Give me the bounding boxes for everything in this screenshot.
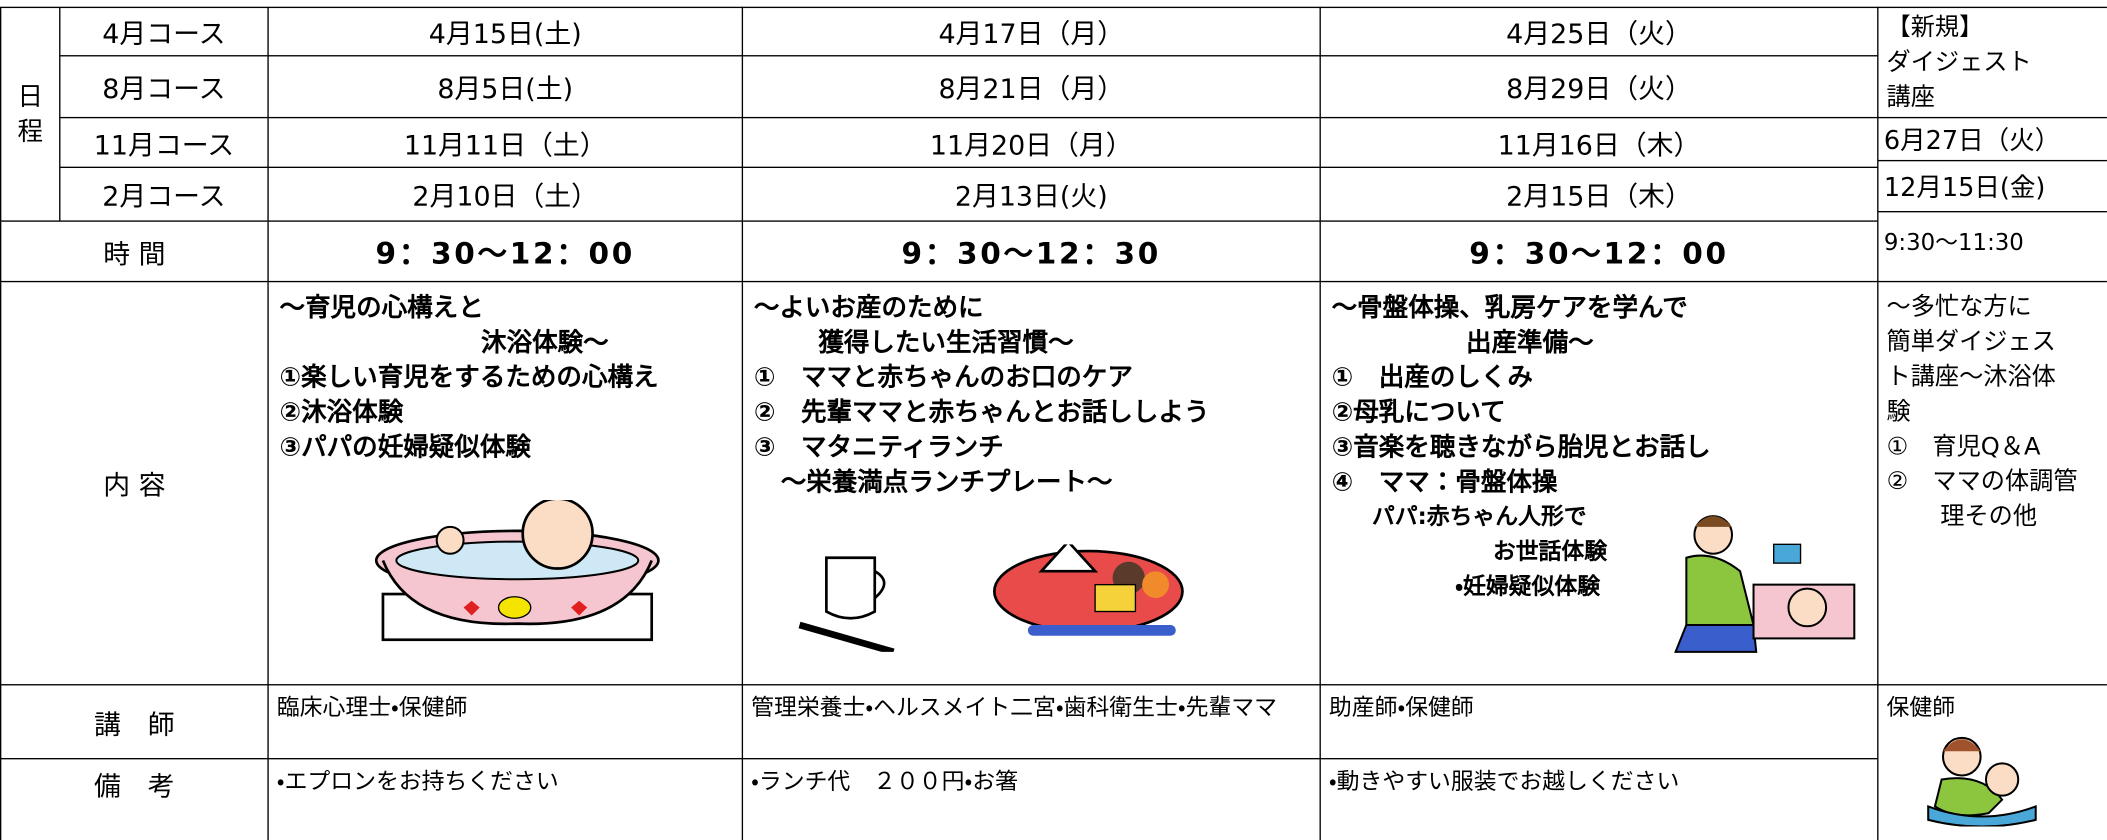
content-line: 沐浴体験～ [481,327,609,358]
content-label: 内 容 [0,282,269,686]
father-illustration [1674,515,1856,653]
digest-content: ～多忙な方に 簡単ダイジェス ト講座～沐浴体 験 ① 育児Q＆A ② ママの体調… [1878,282,2107,686]
digest-title-line: 【新規】 [1886,13,1984,42]
content-line: ①楽しい育児をするための心構え [279,362,659,393]
content-line: ② 先輩ママと赤ちゃんとお話ししよう [753,397,1210,428]
note: ・エプロンをお持ちください [269,759,744,840]
lecturer-text: 管理栄養士・ヘルスメイト二宮・歯科衛生士・先輩ママ [751,694,1277,722]
date: 8月21日（月） [743,56,1321,119]
content-line: ③ マタニティランチ [753,432,1004,463]
time: 9：30～12：00 [268,221,744,283]
time: 9：30～12：30 [743,221,1321,283]
note: ・動きやすい服装でお越しください [1321,759,1879,840]
digest-title-line: 講座 [1886,83,1935,112]
content-line: ① ママと赤ちゃんのお口のケア [753,362,1133,393]
content-line: ②沐浴体験 [279,397,404,428]
time: 9：30～12：00 [1320,221,1879,283]
time-label: 時 間 [0,221,269,283]
content-line: ④ ママ：骨盤体操 [1331,467,1558,498]
date: 4月17日（月） [743,6,1321,57]
content-line: ～よいお産のために [753,292,984,323]
notes-label: 備 考 [0,759,269,840]
content-line: ～多忙な方に [1886,292,2032,322]
content-line: ・妊婦疑似体験 [1455,573,1601,601]
content-line: 験 [1886,397,1911,427]
content-line: お世話体験 [1492,538,1608,566]
content-line: 理その他 [1940,502,2038,531]
content-line: 出産準備～ [1465,327,1594,358]
bath-illustration [374,499,660,642]
content-line: ② ママの体調管 [1886,467,2078,496]
lecturer: 助産師・保健師 [1320,685,1879,760]
note-text: ・動きやすい服装でお越しください [1328,768,1680,796]
content-line: ③音楽を聴きながら胎児とお話し [1331,432,1711,463]
date: 2月15日（木） [1320,168,1879,222]
lecturer: 管理栄養士・ヘルスメイト二宮・歯科衛生士・先輩ママ [743,685,1321,760]
note-text: ・エプロンをお持ちください [276,768,559,796]
date: 2月10日（土） [268,168,744,222]
course-name: 11月コース [60,118,269,168]
schedule-label: 日 程 [0,6,61,222]
digest-time: 9:30～11:30 [1878,212,2107,283]
digest-lecturer: 保健師 [1878,685,2106,840]
note-text: ・ランチ代 ２００円・お箸 [751,768,1018,796]
date: 2月13日(火) [743,168,1321,222]
content-line: 獲得したい生活習慣～ [818,327,1074,358]
content-line: ト講座～沐浴体 [1886,362,2056,392]
course-name: 2月コース [60,168,269,222]
date: 4月25日（火） [1320,6,1879,57]
content-line: ②母乳について [1331,397,1506,428]
digest-title-line: ダイジェスト [1886,48,2032,77]
content-line: ～育児の心構えと [279,292,484,323]
content-line: ① 育児Q＆A [1886,432,2041,461]
date: 4月15日(土) [268,6,744,57]
lecturer-label: 講 師 [0,685,269,760]
content-line: ～骨盤体操、乳房ケアを学んで [1331,292,1688,323]
content-line: 簡単ダイジェス [1886,327,2056,357]
lecturer-text: 保健師 [1886,694,1956,722]
content: ～骨盤体操、乳房ケアを学んで 出産準備～ ① 出産のしくみ ②母乳について ③音… [1320,282,1879,686]
course-name: 8月コース [60,56,269,119]
content-line: ③パパの妊婦疑似体験 [279,432,531,463]
date: 11月20日（月） [743,118,1321,168]
lecturer: 臨床心理士・保健師 [268,685,744,760]
content-line: ～栄養満点ランチプレート～ [780,467,1113,498]
date: 11月11日（土） [268,118,744,168]
lecturer-text: 助産師・保健師 [1328,694,1474,722]
mother-illustration [1927,736,2037,827]
digest-date: 12月15日(金) [1878,161,2107,213]
digest-title: 【新規】 ダイジェスト 講座 [1878,6,2107,119]
note: ・ランチ代 ２００円・お箸 [743,759,1321,840]
lunch-illustration [798,544,1184,652]
content-line: ① 出産のしくみ [1331,362,1533,393]
course-name: 4月コース [60,6,269,57]
content-line: パパ:赤ちゃん人形で [1371,504,1587,531]
digest-date: 6月27日（火） [1878,118,2107,162]
content: ～育児の心構えと 沐浴体験～ ①楽しい育児をするための心構え ②沐浴体験 ③パパ… [268,282,744,686]
label-char: 程 [17,116,43,147]
date: 8月5日(土) [268,56,744,119]
lecturer-text: 臨床心理士・保健師 [276,694,468,722]
content: ～よいお産のために 獲得したい生活習慣～ ① ママと赤ちゃんのお口のケア ② 先… [743,282,1321,686]
date: 11月16日（木） [1320,118,1879,168]
date: 8月29日（火） [1320,56,1879,119]
label-char: 日 [17,81,43,112]
